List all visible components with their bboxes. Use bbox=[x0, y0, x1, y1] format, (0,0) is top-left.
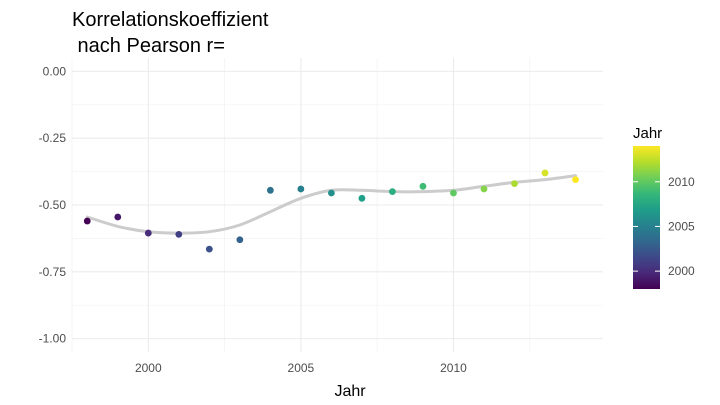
y-tick-label: -0.25 bbox=[39, 131, 67, 145]
data-point bbox=[83, 217, 91, 225]
data-point bbox=[266, 186, 274, 194]
y-tick-label: -1.00 bbox=[39, 332, 67, 346]
x-axis-title: Jahr bbox=[334, 383, 366, 400]
data-point bbox=[297, 185, 305, 193]
data-point bbox=[419, 182, 427, 190]
chart-title-line-2: nach Pearson r= bbox=[72, 35, 225, 57]
data-points bbox=[83, 169, 579, 253]
data-point bbox=[572, 176, 579, 184]
y-tick-label: -0.50 bbox=[39, 198, 67, 212]
data-point bbox=[358, 194, 366, 202]
x-tick-label: 2010 bbox=[440, 361, 467, 375]
legend-tick-label: 2000 bbox=[668, 264, 695, 278]
data-point bbox=[175, 231, 183, 238]
legend-ticks: 2000 2005 2010 bbox=[633, 175, 695, 278]
data-point bbox=[450, 189, 457, 197]
grid-minor bbox=[71, 58, 603, 352]
data-point bbox=[144, 229, 152, 237]
data-point bbox=[480, 185, 488, 193]
data-point bbox=[541, 169, 549, 177]
x-tick-label: 2000 bbox=[135, 361, 162, 375]
data-point bbox=[114, 213, 122, 221]
y-tick-label: 0.00 bbox=[43, 64, 67, 78]
data-point bbox=[327, 189, 335, 197]
data-point bbox=[511, 180, 518, 188]
y-axis-ticks: 0.00 -0.25 -0.50 -0.75 -1.00 bbox=[39, 64, 67, 345]
chart-title-line-1: Korrelationskoeffizient bbox=[72, 9, 269, 31]
color-legend: Jahr 2000 2005 2010 bbox=[633, 125, 695, 289]
legend-tick-label: 2010 bbox=[668, 175, 695, 189]
smooth-trend-line bbox=[85, 174, 577, 235]
data-point bbox=[236, 236, 244, 244]
legend-title: Jahr bbox=[633, 125, 662, 142]
y-tick-label: -0.75 bbox=[39, 265, 67, 279]
data-point bbox=[389, 188, 396, 196]
grid-major bbox=[72, 58, 603, 352]
legend-colorbar bbox=[633, 146, 660, 289]
plot-panel bbox=[71, 58, 603, 352]
legend-tick-label: 2005 bbox=[668, 219, 695, 233]
x-axis-ticks: 2000 2005 2010 bbox=[135, 361, 467, 375]
data-point bbox=[205, 245, 213, 253]
x-tick-label: 2005 bbox=[288, 361, 315, 375]
